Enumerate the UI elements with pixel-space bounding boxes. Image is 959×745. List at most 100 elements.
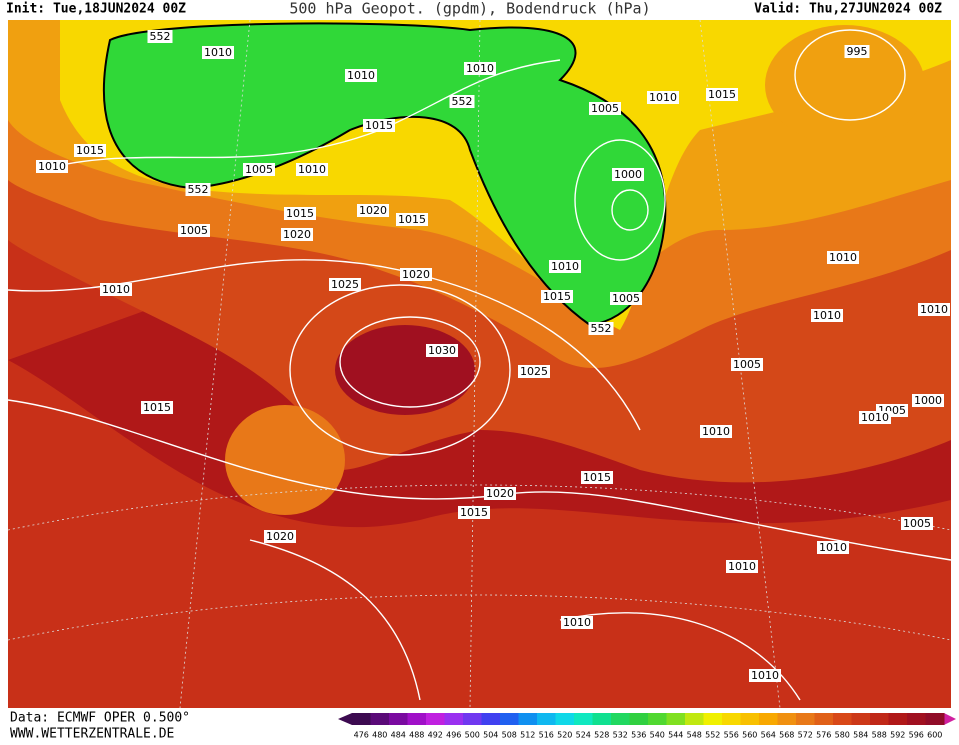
colorbar-swatch: [925, 713, 945, 725]
isobar-label: 1005: [180, 224, 208, 237]
isobar-label: 1010: [551, 260, 579, 273]
colorbar-swatch: [870, 713, 889, 725]
colorbar-label: 572: [798, 731, 813, 740]
colorbar-swatch: [722, 713, 741, 725]
label-bg: [749, 669, 781, 682]
colorbar-label: 528: [594, 731, 609, 740]
colorbar-label: 560: [742, 731, 757, 740]
label-bg: [589, 102, 621, 115]
isobar-label: 1015: [583, 471, 611, 484]
colorbar-label: 600: [927, 731, 942, 740]
map-title: 500 hPa Geopot. (gpdm), Bodendruck (hPa): [289, 0, 650, 18]
isobar-label: 1010: [649, 91, 677, 104]
colorbar-label: 512: [520, 731, 535, 740]
isobar-label: 1020: [486, 487, 514, 500]
colorbar-swatch: [703, 713, 723, 725]
colorbar-swatch: [666, 713, 686, 725]
colorbar-swatch: [481, 713, 501, 725]
label-bg: [363, 119, 395, 132]
colorbar-arrow: [338, 713, 352, 725]
colorbar-label: 484: [391, 731, 406, 740]
label-bg: [811, 309, 843, 322]
label-bg: [178, 224, 210, 237]
colorbar-label: 564: [761, 731, 776, 740]
label-bg: [610, 292, 642, 305]
label-bg: [588, 322, 614, 335]
label-bg: [918, 303, 950, 316]
isobar-label: 1020: [359, 204, 387, 217]
552-contour-area: [102, 22, 667, 327]
colorbar-swatch: [648, 713, 667, 725]
colorbar-label: 536: [631, 731, 646, 740]
label-bg: [647, 91, 679, 104]
label-bg: [185, 183, 211, 196]
isobar-label: 1005: [591, 102, 619, 115]
isobar-labels: 552 1010 1010 1010 1010 1015 995 1015 1010 1005 10…: [36, 30, 950, 682]
colorbar-label: 520: [557, 731, 572, 740]
label-bg: [541, 290, 573, 303]
isobar-label: 1010: [920, 303, 948, 316]
colorbar-label: 552: [705, 731, 720, 740]
isobar-label: 1000: [914, 394, 942, 407]
init-time: Init: Tue,18JUN2024 00Z: [6, 2, 186, 17]
colorbar-label: 492: [428, 731, 443, 740]
label-bg: [484, 487, 516, 500]
label-bg: [284, 207, 316, 220]
label-bg: [731, 358, 763, 371]
isobar-label: 1015: [76, 144, 104, 157]
colorbar-swatch: [389, 713, 408, 725]
colorbar-label: 580: [835, 731, 850, 740]
label-bg: [464, 62, 496, 75]
colorbar-label: 548: [687, 731, 702, 740]
isobar-label: 1010: [347, 69, 375, 82]
colorbar-swatch: [574, 713, 593, 725]
label-bg: [726, 560, 758, 573]
colorbar-swatch: [851, 713, 871, 725]
colorbar-swatch: [796, 713, 815, 725]
label-bg: [36, 160, 68, 173]
isobar-label: 1010: [204, 46, 232, 59]
isobar-label: 1030: [428, 344, 456, 357]
isobar-label: 1015: [708, 88, 736, 101]
colorbar-label: 500: [465, 731, 480, 740]
isobar-label: 1010: [751, 669, 779, 682]
isobar-label: 1005: [903, 517, 931, 530]
label-bg: [141, 401, 173, 414]
colorbar-label: 476: [354, 731, 369, 740]
colorbar-label: 588: [872, 731, 887, 740]
label-bg: [147, 30, 173, 43]
colorbar-swatch: [814, 713, 834, 725]
label-bg: [518, 365, 550, 378]
colorbar-swatch: [629, 713, 649, 725]
isobar-label: 1010: [298, 163, 326, 176]
colorbar-swatch: [518, 713, 538, 725]
data-source: Data: ECMWF OPER 0.500°: [10, 711, 190, 726]
isobar-label: 1010: [38, 160, 66, 173]
isobar-label: 1020: [266, 530, 294, 543]
site: WWW.WETTERZENTRALE.DE: [10, 727, 174, 742]
isobar-label: 1010: [563, 616, 591, 629]
colorbar-label: 516: [539, 731, 554, 740]
label-bg: [612, 168, 644, 181]
label-bg: [817, 541, 849, 554]
colorbar-swatch: [592, 713, 612, 725]
isobar-label: 552: [591, 322, 612, 335]
colorbar-arrow: [944, 713, 956, 725]
isobar-label: 1005: [245, 163, 273, 176]
colorbar-label: 592: [890, 731, 905, 740]
colorbar-swatch: [611, 713, 630, 725]
colorbar-swatch: [833, 713, 852, 725]
colorbar-swatch: [685, 713, 704, 725]
label-bg: [844, 45, 870, 58]
isobar-label: 552: [150, 30, 171, 43]
isobar-label: 1015: [286, 207, 314, 220]
map: 552 1010 1010 1010 1010 1015 995 1015 1010 1005 10…: [7, 19, 952, 709]
label-bg: [581, 471, 613, 484]
isobar-label: 1000: [614, 168, 642, 181]
isobar-label: 1015: [143, 401, 171, 414]
label-bg: [396, 213, 428, 226]
label-bg: [329, 278, 361, 291]
zone: [225, 405, 345, 515]
isobar-label: 1010: [813, 309, 841, 322]
isobar-label: 1020: [402, 268, 430, 281]
